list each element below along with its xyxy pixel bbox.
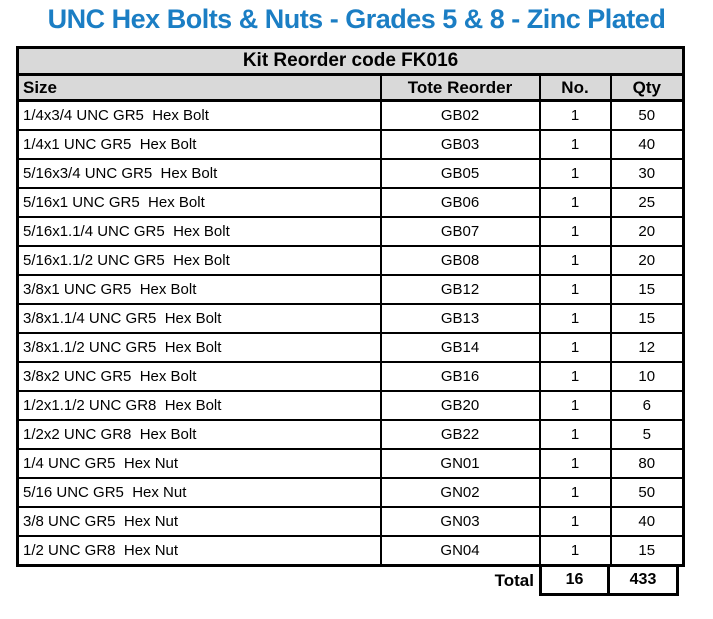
no-cell: 1 <box>538 419 612 450</box>
no-cell: 1 <box>538 216 612 247</box>
no-cell: 1 <box>538 303 612 334</box>
size-cell: 5/16x1.1/2 UNC GR5 Hex Bolt <box>16 245 382 276</box>
tote-reorder-cell: GB14 <box>379 332 541 363</box>
table-row: 3/8x1.1/2 UNC GR5 Hex Bolt GB14 1 12 <box>16 332 685 363</box>
qty-cell: 15 <box>609 303 685 334</box>
no-cell: 1 <box>538 361 612 392</box>
table-row: 3/8x1.1/4 UNC GR5 Hex Bolt GB13 1 15 <box>16 303 685 334</box>
table-row: 5/16 UNC GR5 Hex Nut GN02 1 50 <box>16 477 685 508</box>
size-cell: 1/4x3/4 UNC GR5 Hex Bolt <box>16 99 382 131</box>
reorder-table: Kit Reorder code FK016 Size Tote Reorder… <box>16 46 686 567</box>
total-no-value: 16 <box>539 564 610 596</box>
qty-cell: 50 <box>609 99 685 131</box>
qty-cell: 5 <box>609 419 685 450</box>
size-cell: 3/8x1.1/2 UNC GR5 Hex Bolt <box>16 332 382 363</box>
column-header-row: Size Tote Reorder No. Qty <box>16 73 685 102</box>
tote-reorder-cell: GB08 <box>379 245 541 276</box>
tote-reorder-cell: GN04 <box>379 535 541 567</box>
qty-cell: 30 <box>609 158 685 189</box>
no-cell: 1 <box>538 245 612 276</box>
qty-cell: 25 <box>609 187 685 218</box>
table-row: 1/4x1 UNC GR5 Hex Bolt GB03 1 40 <box>16 129 685 160</box>
tote-reorder-cell: GB05 <box>379 158 541 189</box>
column-header-qty: Qty <box>609 73 685 102</box>
table-row: 5/16x1.1/4 UNC GR5 Hex Bolt GB07 1 20 <box>16 216 685 247</box>
tote-reorder-cell: GB02 <box>379 99 541 131</box>
column-header-tote-reorder: Tote Reorder <box>379 73 541 102</box>
table-row: 1/2 UNC GR8 Hex Nut GN04 1 15 <box>16 535 685 567</box>
no-cell: 1 <box>538 535 612 567</box>
tote-reorder-cell: GN03 <box>379 506 541 537</box>
size-cell: 1/4x1 UNC GR5 Hex Bolt <box>16 129 382 160</box>
size-cell: 3/8x1 UNC GR5 Hex Bolt <box>16 274 382 305</box>
table-row: 1/2x1.1/2 UNC GR8 Hex Bolt GB20 1 6 <box>16 390 685 421</box>
size-cell: 5/16x1 UNC GR5 Hex Bolt <box>16 187 382 218</box>
qty-cell: 80 <box>609 448 685 479</box>
table-row: 1/2x2 UNC GR8 Hex Bolt GB22 1 5 <box>16 419 685 450</box>
total-qty-value: 433 <box>607 564 679 596</box>
table-row: 5/16x1.1/2 UNC GR5 Hex Bolt GB08 1 20 <box>16 245 685 276</box>
reorder-sheet: Kit Reorder code FK016 Size Tote Reorder… <box>16 46 686 596</box>
no-cell: 1 <box>538 158 612 189</box>
size-cell: 3/8 UNC GR5 Hex Nut <box>16 506 382 537</box>
size-cell: 1/2x1.1/2 UNC GR8 Hex Bolt <box>16 390 382 421</box>
page-title: UNC Hex Bolts & Nuts - Grades 5 & 8 - Zi… <box>47 4 666 34</box>
tote-reorder-cell: GB12 <box>379 274 541 305</box>
size-cell: 1/2 UNC GR8 Hex Nut <box>16 535 382 567</box>
total-row: Total 16 433 <box>16 564 682 596</box>
size-cell: 5/16x3/4 UNC GR5 Hex Bolt <box>16 158 382 189</box>
no-cell: 1 <box>538 129 612 160</box>
tote-reorder-cell: GN02 <box>379 477 541 508</box>
no-cell: 1 <box>538 99 612 131</box>
tote-reorder-cell: GB03 <box>379 129 541 160</box>
no-cell: 1 <box>538 506 612 537</box>
table-row: 1/4x3/4 UNC GR5 Hex Bolt GB02 1 50 <box>16 99 685 131</box>
no-cell: 1 <box>538 187 612 218</box>
table-row: 1/4 UNC GR5 Hex Nut GN01 1 80 <box>16 448 685 479</box>
qty-cell: 40 <box>609 506 685 537</box>
no-cell: 1 <box>538 477 612 508</box>
qty-cell: 40 <box>609 129 685 160</box>
qty-cell: 50 <box>609 477 685 508</box>
table-row: 3/8x1 UNC GR5 Hex Bolt GB12 1 15 <box>16 274 685 305</box>
size-cell: 3/8x1.1/4 UNC GR5 Hex Bolt <box>16 303 382 334</box>
qty-cell: 12 <box>609 332 685 363</box>
no-cell: 1 <box>538 390 612 421</box>
qty-cell: 20 <box>609 216 685 247</box>
table-row: 3/8 UNC GR5 Hex Nut GN03 1 40 <box>16 506 685 537</box>
column-header-no: No. <box>538 73 612 102</box>
size-cell: 1/4 UNC GR5 Hex Nut <box>16 448 382 479</box>
tote-reorder-cell: GB16 <box>379 361 541 392</box>
tote-reorder-cell: GB22 <box>379 419 541 450</box>
kit-reorder-code-header: Kit Reorder code FK016 <box>16 46 685 76</box>
no-cell: 1 <box>538 274 612 305</box>
no-cell: 1 <box>538 332 612 363</box>
size-cell: 5/16 UNC GR5 Hex Nut <box>16 477 382 508</box>
no-cell: 1 <box>538 448 612 479</box>
tote-reorder-cell: GB06 <box>379 187 541 218</box>
table-row: 3/8x2 UNC GR5 Hex Bolt GB16 1 10 <box>16 361 685 392</box>
size-cell: 5/16x1.1/4 UNC GR5 Hex Bolt <box>16 216 382 247</box>
qty-cell: 10 <box>609 361 685 392</box>
kit-header-row: Kit Reorder code FK016 <box>16 46 685 76</box>
qty-cell: 20 <box>609 245 685 276</box>
qty-cell: 15 <box>609 535 685 567</box>
qty-cell: 15 <box>609 274 685 305</box>
total-label: Total <box>494 571 534 590</box>
tote-reorder-cell: GB20 <box>379 390 541 421</box>
size-cell: 3/8x2 UNC GR5 Hex Bolt <box>16 361 382 392</box>
table-row: 5/16x3/4 UNC GR5 Hex Bolt GB05 1 30 <box>16 158 685 189</box>
qty-cell: 6 <box>609 390 685 421</box>
tote-reorder-cell: GB13 <box>379 303 541 334</box>
column-header-size: Size <box>16 73 382 102</box>
tote-reorder-cell: GB07 <box>379 216 541 247</box>
size-cell: 1/2x2 UNC GR8 Hex Bolt <box>16 419 382 450</box>
table-row: 5/16x1 UNC GR5 Hex Bolt GB06 1 25 <box>16 187 685 218</box>
tote-reorder-cell: GN01 <box>379 448 541 479</box>
